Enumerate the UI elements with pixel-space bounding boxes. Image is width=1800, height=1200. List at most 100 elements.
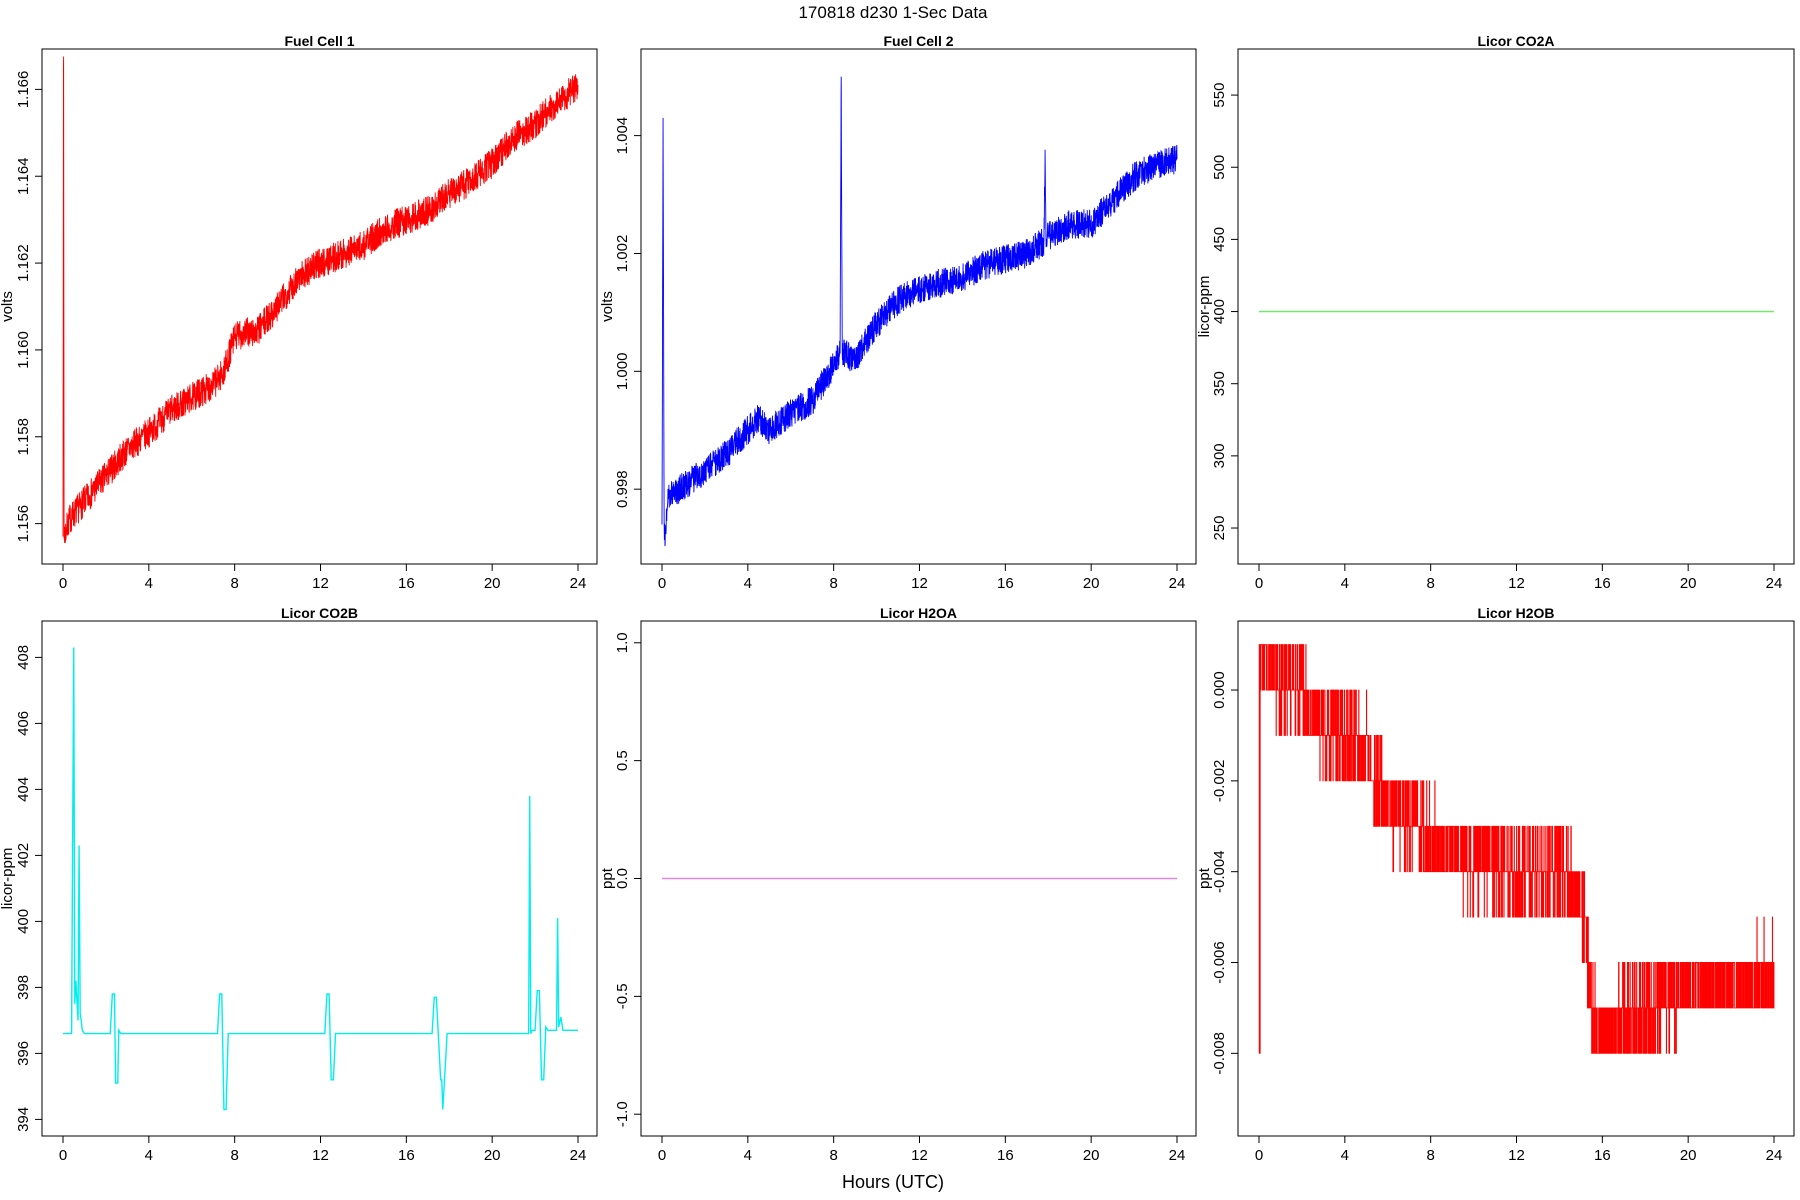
series-line <box>661 76 1178 547</box>
x-tick-label: 16 <box>997 1147 1014 1164</box>
x-tick-label: 4 <box>145 1147 153 1164</box>
x-tick-label: 20 <box>1680 1147 1697 1164</box>
x-tick-label: 0 <box>658 1147 666 1164</box>
x-tick-label: 8 <box>829 1147 837 1164</box>
x-tick-label: 4 <box>1341 1147 1349 1164</box>
panel-title: Fuel Cell 1 <box>284 33 354 49</box>
x-tick-label: 8 <box>230 575 238 592</box>
y-tick-label: -0.008 <box>1211 1032 1228 1075</box>
y-tick-label: 0.5 <box>614 750 631 771</box>
y-axis-label: ppt <box>1196 867 1213 889</box>
x-tick-label: 0 <box>1255 1147 1263 1164</box>
panel-title: Fuel Cell 2 <box>883 33 953 49</box>
x-tick-label: 16 <box>997 575 1014 592</box>
figure-xlabel: Hours (UTC) <box>842 1172 944 1192</box>
plot-frame <box>41 620 598 1137</box>
y-tick-label: 1.156 <box>15 505 32 543</box>
x-tick-label: 0 <box>658 575 666 592</box>
y-tick-label: 394 <box>15 1107 32 1132</box>
x-tick-label: 16 <box>1594 1147 1611 1164</box>
y-tick-label: 1.162 <box>15 244 32 282</box>
panel-2: Fuel Cell 2 0 4 8 12 16 20 24 0.998 1.000 1.002 1.0… <box>599 33 1197 592</box>
y-tick-label: 396 <box>15 1041 32 1066</box>
x-tick-label: 8 <box>1426 575 1434 592</box>
panel-6: Licor H2OB 0 4 8 12 16 20 24 -0.008 -0.006 -0.004 -… <box>1196 605 1795 1164</box>
y-tick-label: -0.004 <box>1211 850 1228 893</box>
series-line <box>1258 644 1775 1054</box>
y-tick-label: 406 <box>15 711 32 736</box>
panel-1: Fuel Cell 1 0 4 8 12 16 20 24 1.156 1.158 1.160 1.1… <box>0 33 598 592</box>
y-tick-label: 300 <box>1211 443 1228 468</box>
y-tick-label: 250 <box>1211 516 1228 541</box>
x-tick-label: 0 <box>59 1147 67 1164</box>
y-tick-label: 1.160 <box>15 331 32 369</box>
x-tick-label: 0 <box>59 575 67 592</box>
y-tick-label: 450 <box>1211 227 1228 252</box>
x-tick-label: 24 <box>1766 1147 1783 1164</box>
y-tick-label: 1.164 <box>15 157 32 195</box>
chart-panels: Fuel Cell 1 0 4 8 12 16 20 24 1.156 1.158 1.160 1.1… <box>0 33 1795 1164</box>
series-line <box>63 647 578 1111</box>
y-axis-label: licor-ppm <box>0 848 16 910</box>
panel-5: Licor H2OA 0 4 8 12 16 20 24 -1.0 -0.5 0.0 0.5 1.0 pp… <box>599 605 1197 1164</box>
y-axis-label: volts <box>599 291 616 322</box>
x-tick-label: 4 <box>1341 575 1349 592</box>
x-tick-label: 12 <box>911 575 928 592</box>
y-tick-label: 350 <box>1211 371 1228 396</box>
x-tick-label: 4 <box>744 575 752 592</box>
y-tick-label: 1.000 <box>614 353 631 391</box>
x-tick-label: 24 <box>1169 575 1186 592</box>
x-tick-label: 12 <box>312 1147 329 1164</box>
y-tick-label: -0.002 <box>1211 760 1228 803</box>
y-tick-label: 1.0 <box>614 632 631 653</box>
x-tick-label: 8 <box>230 1147 238 1164</box>
x-tick-label: 24 <box>570 1147 587 1164</box>
x-tick-label: 12 <box>1508 1147 1525 1164</box>
y-axis-label: ppt <box>599 867 616 889</box>
y-axis-label: volts <box>0 291 16 322</box>
y-tick-label: 408 <box>15 645 32 670</box>
y-tick-label: 1.166 <box>15 71 32 109</box>
x-tick-label: 4 <box>145 575 153 592</box>
x-tick-label: 20 <box>1083 575 1100 592</box>
panel-3: Licor CO2A 0 4 8 12 16 20 24 250 300 350 400 450 500 5… <box>1196 33 1795 592</box>
y-tick-label: 1.004 <box>614 117 631 155</box>
x-tick-label: 20 <box>1083 1147 1100 1164</box>
y-tick-label: 550 <box>1211 83 1228 108</box>
x-tick-label: 8 <box>829 575 837 592</box>
x-tick-label: 4 <box>744 1147 752 1164</box>
panel-title: Licor H2OB <box>1477 605 1554 621</box>
plot-frame <box>41 48 598 565</box>
x-tick-label: 20 <box>1680 575 1697 592</box>
y-tick-label: 500 <box>1211 155 1228 180</box>
plot-frame <box>640 48 1197 565</box>
y-tick-label: 402 <box>15 843 32 868</box>
y-tick-label: 0.998 <box>614 470 631 508</box>
figure-title: 170818 d230 1-Sec Data <box>798 3 988 22</box>
x-tick-label: 24 <box>1169 1147 1186 1164</box>
panel-title: Licor CO2A <box>1477 33 1554 49</box>
y-tick-label: -0.5 <box>614 983 631 1009</box>
x-tick-label: 12 <box>312 575 329 592</box>
series-line <box>62 56 579 543</box>
x-tick-label: 16 <box>1594 575 1611 592</box>
y-tick-label: -1.0 <box>614 1101 631 1127</box>
x-tick-label: 12 <box>1508 575 1525 592</box>
x-tick-label: 20 <box>484 1147 501 1164</box>
x-tick-label: 20 <box>484 575 501 592</box>
panel-title: Licor CO2B <box>281 605 358 621</box>
y-tick-label: 1.158 <box>15 418 32 456</box>
y-tick-label: 0.000 <box>1211 671 1228 709</box>
y-tick-label: 1.002 <box>614 235 631 273</box>
x-tick-label: 16 <box>398 1147 415 1164</box>
y-tick-label: 400 <box>1211 299 1228 324</box>
y-tick-label: 0.0 <box>614 868 631 889</box>
panel-4: Licor CO2B 0 4 8 12 16 20 24 394 396 398 400 402 404 4… <box>0 605 598 1164</box>
y-tick-label: 400 <box>15 909 32 934</box>
y-tick-label: -0.006 <box>1211 941 1228 984</box>
x-tick-label: 8 <box>1426 1147 1434 1164</box>
x-tick-label: 24 <box>1766 575 1783 592</box>
x-tick-label: 24 <box>570 575 587 592</box>
y-tick-label: 398 <box>15 975 32 1000</box>
